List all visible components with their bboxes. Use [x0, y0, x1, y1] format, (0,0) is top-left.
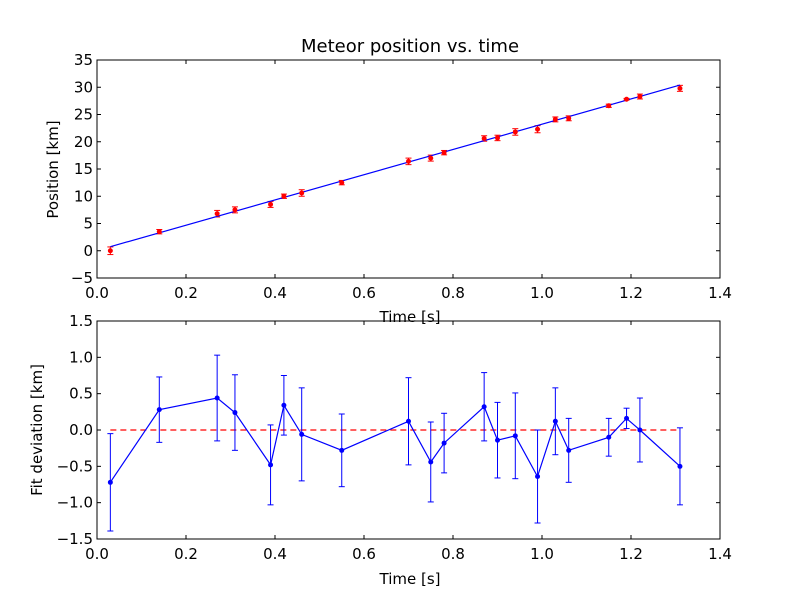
position-data-point — [107, 248, 113, 254]
top-y-tick-label: 5 — [83, 215, 93, 233]
bottom-x-tick-label: 0.4 — [263, 545, 287, 563]
position-data-point — [232, 207, 238, 213]
top-axes-frame — [96, 59, 721, 279]
deviation-data-point — [481, 404, 487, 410]
top-x-tick-label: 1.2 — [619, 284, 643, 302]
position-data-point — [268, 201, 274, 207]
position-data-point — [535, 126, 541, 132]
deviation-data-point — [606, 434, 612, 440]
deviation-subplot: Time [s] Fit deviation [km] 0.0 0.2 0.4 0.6… — [28, 312, 732, 588]
top-x-tick-label: 0.4 — [263, 284, 287, 302]
bottom-x-tick-label: 1.2 — [619, 545, 643, 563]
position-data-point — [214, 211, 220, 217]
position-data-point — [299, 190, 305, 196]
top-y-tick-label: 10 — [74, 187, 93, 205]
deviation-data-point — [299, 431, 305, 437]
position-data-point — [339, 180, 345, 186]
deviation-data-point — [637, 427, 643, 433]
bottom-y-tick-label: 1.5 — [69, 312, 93, 330]
bottom-y-tick-label: −1.5 — [57, 530, 93, 548]
top-y-tick-label: −5 — [71, 269, 93, 287]
position-data-point — [441, 150, 447, 156]
position-data-point — [566, 115, 572, 121]
bottom-y-tick-label: 1.0 — [69, 348, 93, 366]
linear-fit-line — [110, 84, 681, 248]
position-data-point — [406, 158, 411, 164]
top-x-tick-label: 0.0 — [85, 284, 109, 302]
top-y-tick-label: 15 — [74, 160, 93, 178]
position-data-point — [552, 116, 558, 122]
deviation-data-point — [339, 447, 345, 453]
top-chart-title: Meteor position vs. time — [301, 36, 519, 57]
deviation-data-point — [624, 415, 630, 421]
position-data-point — [481, 135, 487, 141]
bottom-x-tick-label: 1.4 — [708, 545, 732, 563]
deviation-data-point — [281, 402, 287, 408]
top-x-tick-label: 0.6 — [352, 284, 376, 302]
top-y-tick-label: 0 — [83, 242, 93, 260]
top-x-tick-label: 0.2 — [174, 284, 198, 302]
top-y-tick-label: 35 — [74, 51, 93, 69]
position-data-point — [624, 96, 630, 102]
top-x-tick-label: 1.0 — [530, 284, 554, 302]
deviation-data-point — [406, 418, 411, 424]
top-y-tick-label: 20 — [74, 133, 93, 151]
deviation-data-point — [566, 447, 572, 453]
bottom-y-tick-label: 0.0 — [69, 421, 93, 439]
position-data-point — [281, 193, 287, 199]
top-x-tick-label: 1.4 — [708, 284, 732, 302]
bottom-y-tick-label: −0.5 — [57, 457, 93, 475]
deviation-data-point — [214, 395, 220, 401]
deviation-data-point — [552, 418, 558, 424]
deviation-data-point — [677, 463, 683, 469]
position-data-point — [156, 229, 162, 235]
deviation-data-point — [268, 462, 274, 468]
deviation-data-point — [156, 407, 162, 413]
top-y-tick-label: 25 — [74, 106, 93, 124]
bottom-y-axis-label: Fit deviation [km] — [28, 364, 46, 496]
position-data-point — [637, 94, 643, 100]
top-y-tick-label: 30 — [74, 78, 93, 96]
position-data-point — [677, 85, 683, 91]
bottom-y-tick-label: −1.0 — [57, 494, 93, 512]
deviation-data-point — [232, 410, 238, 416]
position-data-point — [606, 103, 612, 109]
bottom-y-tick-label: 0.5 — [69, 385, 93, 403]
deviation-data-point — [428, 459, 434, 465]
bottom-x-tick-label: 0.6 — [352, 545, 376, 563]
deviation-data-point — [512, 433, 518, 439]
deviation-data-point — [535, 474, 541, 480]
bottom-x-tick-label: 0.2 — [174, 545, 198, 563]
position-subplot: Meteor position vs. time Time [s] Positi… — [44, 36, 732, 326]
position-data-point — [428, 155, 434, 161]
deviation-data-point — [107, 479, 113, 485]
top-x-axis-label: Time [s] — [379, 308, 441, 326]
deviation-series-line — [109, 397, 681, 483]
bottom-x-tick-label: 1.0 — [530, 545, 554, 563]
position-data-point — [512, 129, 518, 135]
bottom-x-tick-label: 0.0 — [85, 545, 109, 563]
bottom-x-axis-label: Time [s] — [379, 570, 441, 588]
top-x-tick-label: 0.8 — [441, 284, 465, 302]
bottom-x-tick-label: 0.8 — [441, 545, 465, 563]
deviation-data-point — [441, 440, 447, 446]
position-data-point — [495, 135, 500, 141]
deviation-data-point — [495, 437, 500, 443]
top-y-axis-label: Position [km] — [44, 120, 62, 218]
